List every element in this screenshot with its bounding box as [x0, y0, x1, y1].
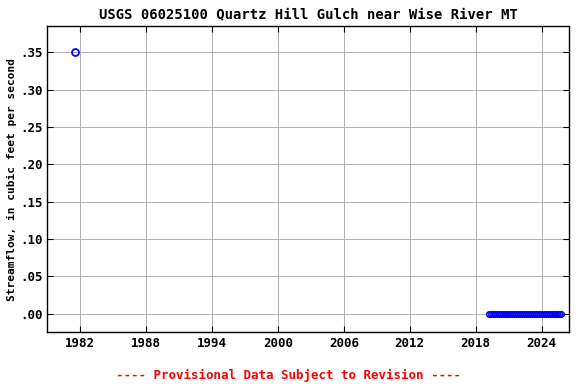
- Y-axis label: Streamflow, in cubic feet per second: Streamflow, in cubic feet per second: [7, 58, 17, 301]
- Title: USGS 06025100 Quartz Hill Gulch near Wise River MT: USGS 06025100 Quartz Hill Gulch near Wis…: [98, 7, 517, 21]
- Text: ---- Provisional Data Subject to Revision ----: ---- Provisional Data Subject to Revisio…: [116, 369, 460, 382]
